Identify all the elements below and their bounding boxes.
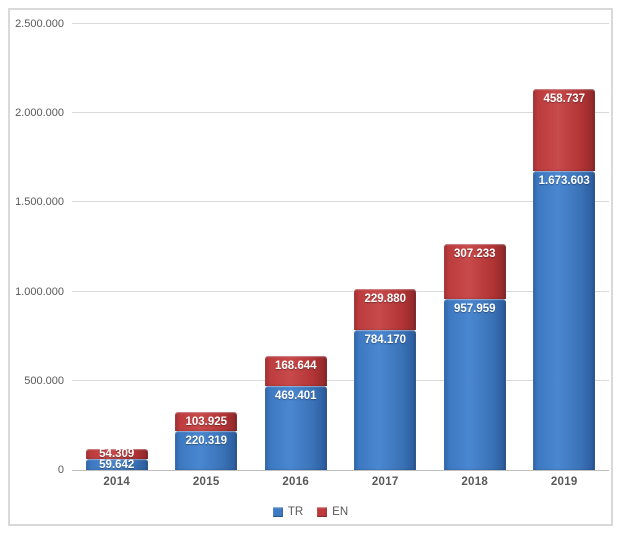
bar-slot-2017: 229.880 784.170 (341, 24, 431, 470)
grid-line (72, 201, 609, 202)
bars-container: 54.309 59.642 103.925 220.319 168.644 469.401… (72, 24, 610, 471)
bar-data-label: 784.170 (364, 334, 407, 346)
bar-stack-2015: 103.925 220.319 (175, 412, 238, 470)
bar-segment-tr-2018: 957.959 (443, 299, 506, 470)
bar-data-label: 469.401 (274, 390, 317, 402)
bar-segment-tr-2016: 469.401 (264, 386, 327, 470)
chart-frame: 54.309 59.642 103.925 220.319 168.644 469.401… (8, 8, 613, 526)
bar-data-label: 229.880 (364, 293, 407, 305)
legend-item-tr: TR (272, 506, 304, 518)
bar-stack-2016: 168.644 469.401 (264, 356, 327, 470)
bar-segment-en-2019: 458.737 (533, 89, 596, 171)
grid-line (72, 112, 609, 113)
x-axis-label-2018: 2018 (461, 476, 489, 488)
plot-area: 54.309 59.642 103.925 220.319 168.644 469.401… (72, 23, 610, 471)
legend-item-en: EN (317, 506, 348, 518)
bar-stack-2018: 307.233 957.959 (443, 244, 506, 470)
bar-segment-tr-2019: 1.673.603 (533, 171, 596, 470)
bar-segment-en-2018: 307.233 (443, 244, 506, 299)
y-axis-label: 1.000.000 (15, 286, 64, 298)
bar-slot-2016: 168.644 469.401 (251, 24, 341, 470)
bar-data-label: 103.925 (185, 416, 228, 428)
bar-data-label: 220.319 (185, 435, 228, 447)
y-axis-label: 500.000 (24, 375, 64, 387)
bar-segment-en-2016: 168.644 (264, 356, 327, 386)
bar-segment-tr-2014: 59.642 (85, 459, 148, 471)
bar-data-label: 458.737 (543, 93, 586, 105)
legend-swatch-icon (272, 507, 283, 517)
bar-stack-2014: 54.309 59.642 (85, 448, 148, 471)
grid-line (72, 291, 609, 292)
bar-data-label: 54.309 (99, 448, 135, 460)
x-axis-label-2015: 2015 (192, 476, 220, 488)
x-axis-label-2014: 2014 (103, 476, 131, 488)
bar-data-label: 307.233 (453, 248, 496, 260)
bar-segment-en-2017: 229.880 (354, 289, 417, 330)
bar-data-label: 168.644 (274, 360, 317, 372)
bar-stack-2019: 458.737 1.673.603 (533, 89, 596, 470)
y-axis-label: 2.000.000 (15, 107, 64, 119)
bar-data-label: 59.642 (99, 459, 135, 471)
bar-segment-tr-2017: 784.170 (354, 330, 417, 470)
x-axis-label-2016: 2016 (282, 476, 310, 488)
bar-slot-2014: 54.309 59.642 (72, 24, 162, 471)
bar-data-label: 1.673.603 (538, 175, 590, 187)
y-axis-label: 0 (57, 464, 64, 476)
y-axis-label: 2.500.000 (15, 18, 64, 30)
x-axis-line (72, 470, 609, 471)
x-axis-label-2017: 2017 (371, 476, 399, 488)
bar-data-label: 957.959 (453, 303, 496, 315)
bar-segment-en-2015: 103.925 (175, 412, 238, 431)
bar-stack-2017: 229.880 784.170 (354, 289, 417, 470)
x-axis: 2014 2015 2016 2017 2018 2019 (72, 476, 609, 492)
grid-line (72, 23, 609, 24)
y-axis-label: 1.500.000 (15, 196, 64, 208)
bar-slot-2018: 307.233 957.959 (430, 24, 520, 470)
bar-slot-2015: 103.925 220.319 (162, 24, 252, 470)
legend-label: EN (332, 506, 349, 518)
bar-slot-2019: 458.737 1.673.603 (520, 24, 610, 470)
legend: TR EN (10, 506, 611, 518)
x-axis-label-2019: 2019 (550, 476, 578, 488)
bar-segment-tr-2015: 220.319 (175, 431, 238, 470)
grid-line (72, 380, 609, 381)
legend-label: TR (287, 506, 304, 518)
legend-swatch-icon (317, 507, 328, 517)
bar-segment-en-2014: 54.309 (85, 448, 148, 460)
